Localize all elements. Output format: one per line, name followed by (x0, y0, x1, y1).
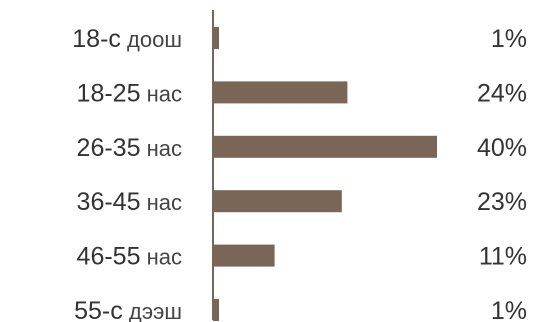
category-label: 18-25 нас (77, 79, 182, 107)
bar (213, 81, 348, 104)
category-label: 36-45 нас (77, 188, 182, 216)
category-label-unit: доош (121, 27, 182, 52)
value-label: 1% (491, 25, 527, 53)
bar (213, 27, 219, 49)
category-label: 26-35 нас (77, 134, 182, 162)
category-label-range: 46-55 (77, 243, 141, 271)
value-label: 11% (479, 243, 527, 271)
category-label-unit: нас (141, 245, 183, 270)
bar (213, 135, 437, 158)
category-label: 18-с доош (72, 25, 182, 53)
category-label-unit: дээш (123, 299, 182, 322)
category-label: 46-55 нас (77, 243, 182, 271)
category-label-range: 18-25 (77, 79, 141, 107)
value-label: 24% (477, 79, 527, 107)
category-label-range: 55-с (74, 297, 123, 322)
value-label: 1% (491, 297, 527, 322)
value-label: 23% (477, 188, 527, 216)
bars-layer (213, 27, 437, 321)
category-label-range: 18-с (72, 25, 121, 53)
category-label-unit: нас (141, 81, 183, 106)
category-label: 55-с дээш (74, 297, 182, 322)
bar (213, 190, 342, 213)
value-labels: 1% 24% 40% 23% 11% 1% (477, 25, 527, 322)
value-label: 40% (477, 134, 527, 162)
bar (213, 244, 275, 267)
category-label-unit: нас (141, 190, 183, 215)
category-label-range: 36-45 (77, 188, 141, 216)
bar (213, 299, 219, 321)
category-label-range: 26-35 (77, 134, 141, 162)
category-label-unit: нас (141, 136, 183, 161)
